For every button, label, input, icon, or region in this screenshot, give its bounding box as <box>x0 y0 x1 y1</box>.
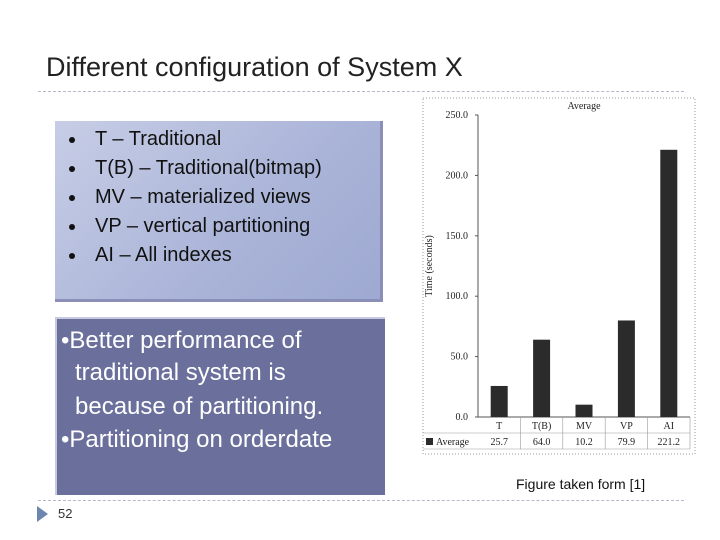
y-tick-label: 0.0 <box>456 412 469 423</box>
value-label: 25.7 <box>490 437 508 448</box>
category-label: VP <box>620 421 633 432</box>
note-line: traditional system is <box>75 359 286 386</box>
value-label: 10.2 <box>575 437 593 448</box>
chart-title: Average <box>567 101 601 112</box>
list-item: MV – materialized views <box>69 183 311 212</box>
bar <box>575 404 593 417</box>
bullet-text: VP – vertical partitioning <box>95 215 311 237</box>
y-tick-label: 50.0 <box>451 352 469 363</box>
y-axis-label: Time (seconds) <box>424 235 435 297</box>
note-box: •Better performance of traditional syste… <box>55 317 385 495</box>
category-label: AI <box>664 421 675 432</box>
note-line: •Better performance of <box>61 327 302 354</box>
bar <box>617 320 635 417</box>
bullet-list-box: T – Traditional T(B) – Traditional(bitma… <box>55 121 383 302</box>
bar <box>490 385 508 417</box>
bullet-text: T(B) – Traditional(bitmap) <box>95 157 322 179</box>
bar-chart: Average 0.0 50.0 100.0 150.0 200.0 250.0 Time (… <box>422 97 696 455</box>
page-title: Different configuration of System X <box>46 52 463 82</box>
footer-divider <box>38 500 684 501</box>
value-label: 64.0 <box>533 437 551 448</box>
bullet-icon <box>69 252 75 259</box>
legend-label: Average <box>436 437 470 448</box>
page-number: 52 <box>58 506 73 521</box>
y-tick-label: 200.0 <box>446 170 469 181</box>
bullet-text: T – Traditional <box>95 128 222 150</box>
legend-swatch <box>426 438 433 445</box>
y-tick-label: 100.0 <box>446 291 469 302</box>
value-label: 79.9 <box>618 437 636 448</box>
y-tick-label: 150.0 <box>446 231 469 242</box>
category-label: T <box>496 421 502 432</box>
note-line: •Partitioning on orderdate <box>61 426 333 453</box>
list-item: T(B) – Traditional(bitmap) <box>69 154 322 183</box>
category-label: MV <box>576 421 593 432</box>
bar <box>533 339 551 417</box>
y-tick-label: 250.0 <box>446 110 469 121</box>
bullet-icon <box>69 194 75 201</box>
list-item: AI – All indexes <box>69 241 232 270</box>
bullet-icon <box>69 165 75 172</box>
value-label: 221.2 <box>658 437 681 448</box>
arrow-icon <box>37 506 48 522</box>
bullet-text: AI – All indexes <box>95 244 232 266</box>
chart-frame <box>422 97 696 455</box>
figure-caption: Figure taken form [1] <box>516 476 646 492</box>
title-divider <box>38 91 684 92</box>
list-item: VP – vertical partitioning <box>69 212 310 241</box>
note-line: because of partitioning. <box>75 393 324 420</box>
category-label: T(B) <box>532 421 551 432</box>
bullet-text: MV – materialized views <box>95 186 311 208</box>
bullet-icon <box>69 223 75 230</box>
bar <box>660 149 678 417</box>
bullet-icon <box>69 136 75 143</box>
list-item: T – Traditional <box>69 125 221 154</box>
